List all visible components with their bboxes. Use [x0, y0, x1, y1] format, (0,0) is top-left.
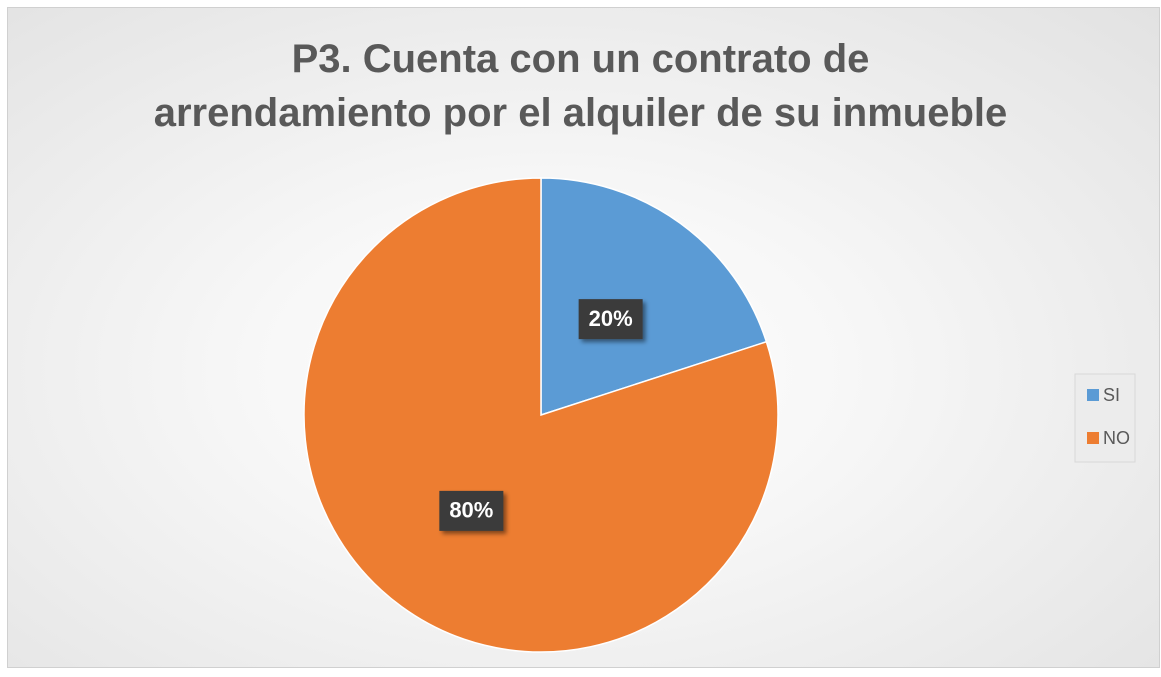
chart-title: P3. Cuenta con un contrato de arrendamie… [153, 37, 1008, 135]
legend-label: NO [1103, 428, 1130, 448]
pie-slice [540, 177, 768, 417]
legend-label: SI [1103, 385, 1120, 405]
data-label: 20% [589, 306, 633, 331]
data-label: 80% [449, 498, 493, 523]
legend-box [1074, 373, 1136, 463]
legend-swatch [1087, 432, 1099, 444]
data-label-box [578, 299, 643, 340]
legend-swatch [1087, 389, 1099, 401]
pie-slice [303, 177, 779, 653]
data-label-box [439, 490, 504, 531]
